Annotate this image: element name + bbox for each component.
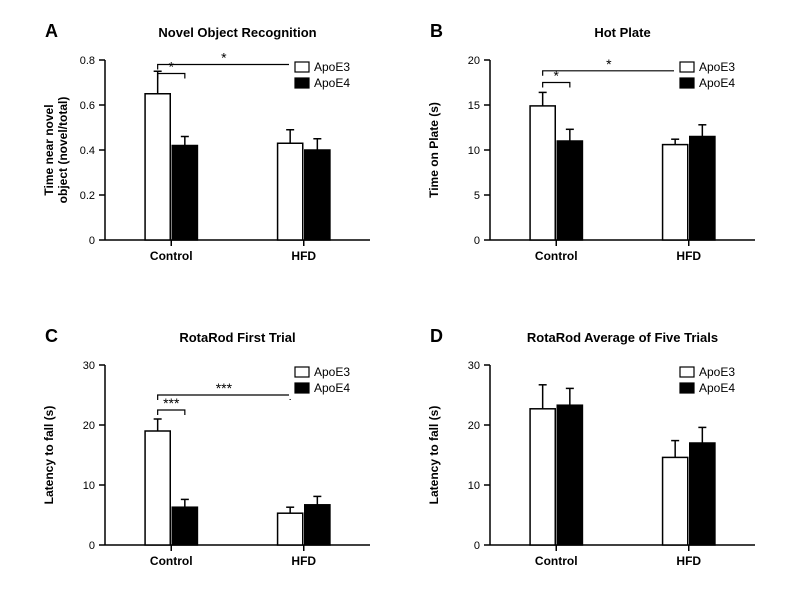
significance-label: *	[221, 50, 227, 66]
y-tick-label: 5	[474, 190, 480, 202]
y-axis-label: Latency to fall (s)	[427, 406, 441, 505]
significance-label: ***	[216, 380, 233, 396]
y-tick-label: 10	[83, 480, 95, 492]
legend-swatch	[680, 62, 694, 72]
y-tick-label: 10	[468, 480, 480, 492]
bar	[557, 405, 582, 545]
bar	[530, 409, 555, 545]
panel-letter: A	[45, 21, 58, 41]
x-tick-label: Control	[150, 249, 193, 263]
legend-label: ApoE3	[314, 365, 350, 379]
legend-label: ApoE4	[314, 381, 350, 395]
legend-label: ApoE3	[699, 365, 735, 379]
y-tick-label: 30	[83, 360, 95, 372]
panel-letter: B	[430, 21, 443, 41]
chart-title: RotaRod First Trial	[179, 330, 295, 345]
x-tick-label: HFD	[291, 249, 316, 263]
y-tick-label: 0	[474, 540, 480, 552]
y-tick-label: 30	[468, 360, 480, 372]
legend-swatch	[295, 62, 309, 72]
bar	[305, 505, 330, 545]
bar	[663, 145, 688, 240]
svg-text:Latency to fall (s): Latency to fall (s)	[427, 406, 441, 505]
bar	[557, 141, 582, 240]
y-tick-label: 20	[468, 55, 480, 67]
y-tick-label: 20	[468, 420, 480, 432]
y-tick-label: 0.2	[80, 190, 95, 202]
panel-D: D RotaRod Average of Five Trials 0 10 20 30 La…	[420, 320, 765, 585]
y-axis-label: Time near novelobject (novel/total)	[42, 97, 70, 204]
y-axis-label: Latency to fall (s)	[42, 406, 56, 505]
legend-swatch	[295, 78, 309, 88]
significance-label: *	[554, 68, 560, 84]
x-tick-label: HFD	[291, 554, 316, 568]
significance-label: ***	[163, 395, 180, 411]
bar	[172, 146, 197, 241]
x-tick-label: Control	[535, 249, 578, 263]
x-tick-label: Control	[535, 554, 578, 568]
chart-title: RotaRod Average of Five Trials	[527, 330, 718, 345]
y-tick-label: 0	[89, 235, 95, 247]
bar	[530, 106, 555, 240]
figure: A Novel Object Recognition 0 0.2 0.4 0.6 0.8 Ti…	[0, 0, 785, 603]
legend-swatch	[680, 367, 694, 377]
significance-label: *	[606, 56, 612, 72]
bar	[690, 137, 715, 241]
y-tick-label: 0.4	[80, 145, 95, 157]
legend-label: ApoE4	[699, 76, 735, 90]
bar	[278, 513, 303, 545]
y-axis-label: Time on Plate (s)	[427, 102, 441, 198]
y-tick-label: 10	[468, 145, 480, 157]
svg-text:object (novel/total): object (novel/total)	[56, 97, 70, 204]
legend-swatch	[295, 367, 309, 377]
y-tick-label: 0.6	[80, 100, 95, 112]
bar	[690, 443, 715, 545]
x-tick-label: HFD	[676, 249, 701, 263]
panel-C: C RotaRod First Trial 0 10 20 30 Latency to fa…	[35, 320, 380, 585]
significance-label: *	[169, 59, 175, 75]
y-tick-label: 15	[468, 100, 480, 112]
legend-swatch	[680, 383, 694, 393]
svg-text:Latency to fall (s): Latency to fall (s)	[42, 406, 56, 505]
panel-letter: D	[430, 326, 443, 346]
y-tick-label: 0	[474, 235, 480, 247]
bar	[172, 507, 197, 545]
bar	[278, 143, 303, 240]
panel-B: B Hot Plate 0 5 10 15 20 Time on Plate (s) Contr…	[420, 15, 765, 280]
legend-label: ApoE4	[314, 76, 350, 90]
legend-label: ApoE4	[699, 381, 735, 395]
legend-swatch	[680, 78, 694, 88]
legend-swatch	[295, 383, 309, 393]
bar	[305, 150, 330, 240]
svg-text:Time on Plate (s): Time on Plate (s)	[427, 102, 441, 198]
legend-label: ApoE3	[314, 60, 350, 74]
bar	[663, 457, 688, 545]
x-tick-label: Control	[150, 554, 193, 568]
bar	[145, 94, 170, 240]
y-tick-label: 0	[89, 540, 95, 552]
x-tick-label: HFD	[676, 554, 701, 568]
panel-letter: C	[45, 326, 58, 346]
bar	[145, 431, 170, 545]
svg-text:Time near novel: Time near novel	[42, 104, 56, 195]
panel-A: A Novel Object Recognition 0 0.2 0.4 0.6 0.8 Ti…	[35, 15, 380, 280]
y-tick-label: 0.8	[80, 55, 95, 67]
chart-title: Novel Object Recognition	[158, 25, 316, 40]
legend-label: ApoE3	[699, 60, 735, 74]
chart-title: Hot Plate	[594, 25, 650, 40]
y-tick-label: 20	[83, 420, 95, 432]
